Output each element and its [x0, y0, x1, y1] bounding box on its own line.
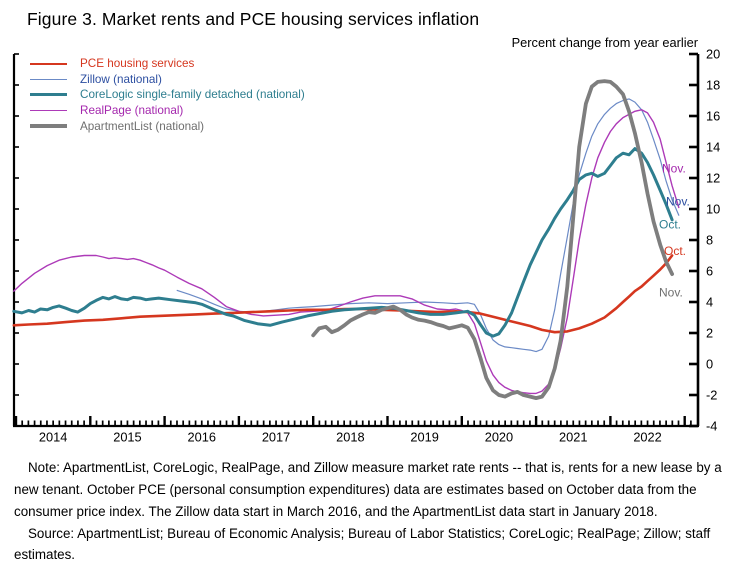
- x-year-label: 2016: [188, 430, 216, 445]
- legend-item-apartmentlist: ApartmentList (national): [30, 118, 305, 134]
- x-year-label: 2015: [113, 430, 141, 445]
- pce-legend-label: PCE housing services: [80, 57, 195, 71]
- apartmentlist-end-label: Nov.: [659, 286, 683, 300]
- y-tick-label: 6: [706, 263, 713, 278]
- x-year-label: 2022: [633, 430, 661, 445]
- apartmentlist-line-swatch: [30, 124, 67, 129]
- legend-item-zillow: Zillow (national): [30, 72, 305, 88]
- chart-legend: PCE housing services Zillow (national) Cor…: [30, 56, 305, 134]
- x-year-label: 2020: [485, 430, 513, 445]
- y-tick-label: 18: [706, 77, 720, 92]
- y-tick-label: 20: [706, 46, 720, 61]
- y-tick-label: 2: [706, 325, 713, 340]
- pce-line: [12, 254, 674, 334]
- y-tick-label: 16: [706, 108, 720, 123]
- y-tick-label: 0: [706, 356, 713, 371]
- apartmentlist-legend-label: ApartmentList (national): [80, 119, 205, 133]
- realpage-end-label: Nov.: [662, 162, 686, 176]
- figure-title: Figure 3. Market rents and PCE housing s…: [27, 9, 480, 29]
- y-axis-left: [12, 53, 19, 427]
- x-year-label: 2017: [262, 430, 290, 445]
- y-axis-right: -4 -2 0 2 4 6 8 10 12 14 16 18 20: [689, 46, 720, 433]
- pce-end-label: Oct.: [664, 244, 686, 258]
- corelogic-line: [12, 147, 674, 338]
- zillow-end-label: Nov.: [666, 194, 690, 208]
- source-text: Source: ApartmentList; Bureau of Economi…: [14, 525, 711, 563]
- realpage-line-swatch: [30, 109, 67, 112]
- pce-line-swatch: [30, 62, 67, 66]
- corelogic-legend-label: CoreLogic single-family detached (nation…: [80, 88, 305, 102]
- y-tick-label: 8: [706, 232, 713, 247]
- unit-label: Percent change from year earlier: [512, 35, 699, 50]
- chart-container: Percent change from year earlier -4 -2 0 2 4 6…: [0, 31, 740, 451]
- x-year-label: 2018: [336, 430, 364, 445]
- note-text: Note: ApartmentList, CoreLogic, RealPage…: [14, 460, 722, 519]
- x-year-label: 2019: [410, 430, 438, 445]
- apartmentlist-line: [311, 79, 674, 400]
- y-tick-label: 12: [706, 170, 720, 185]
- zillow-line: [176, 98, 680, 353]
- y-tick-label: 10: [706, 201, 720, 216]
- y-tick-label: -2: [706, 387, 717, 402]
- figure-notes: Note: ApartmentList, CoreLogic, RealPage…: [0, 457, 740, 566]
- legend-item-pce: PCE housing services: [30, 56, 305, 72]
- y-tick-label: 4: [706, 294, 713, 309]
- x-year-label: 2014: [39, 430, 67, 445]
- zillow-legend-label: Zillow (national): [80, 72, 162, 86]
- y-tick-label: -4: [706, 418, 717, 433]
- corelogic-end-label: Oct.: [659, 218, 681, 232]
- legend-item-corelogic: CoreLogic single-family detached (nation…: [30, 87, 305, 103]
- realpage-legend-label: RealPage (national): [80, 104, 184, 118]
- x-year-label: 2021: [559, 430, 587, 445]
- y-tick-label: 14: [706, 139, 720, 154]
- legend-item-realpage: RealPage (national): [30, 103, 305, 119]
- realpage-line: [13, 109, 680, 395]
- x-axis: 2014 2015 2016 2017 2018 2019 2020 2021 2022: [13, 416, 699, 445]
- corelogic-line-swatch: [30, 93, 67, 97]
- zillow-line-swatch: [30, 78, 67, 81]
- rent-inflation-chart: Percent change from year earlier -4 -2 0 2 4 6…: [12, 35, 720, 445]
